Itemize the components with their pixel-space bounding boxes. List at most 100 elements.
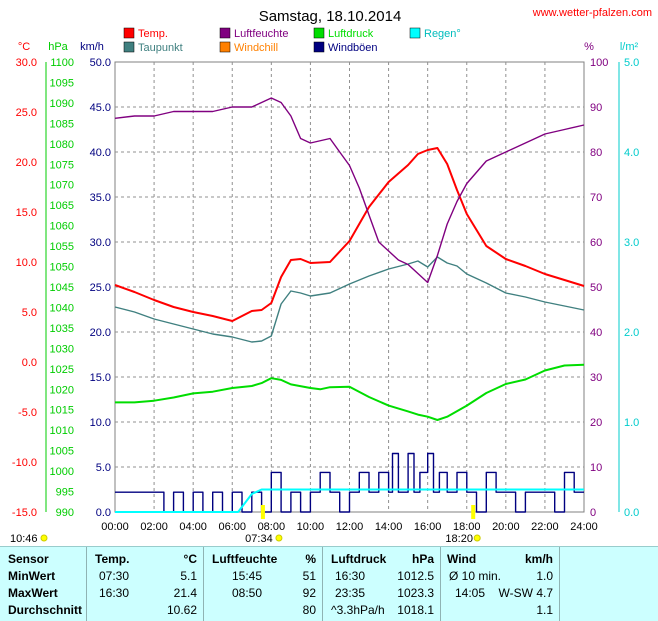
- legend-label-1: Luftfeuchte: [234, 28, 288, 40]
- stats-col-pressure: Luftdruck hPa 16:30 1012.5 23:35 1023.3 …: [323, 547, 441, 621]
- moon-icon: [40, 534, 48, 542]
- axis-1-tick-21: 995: [56, 487, 74, 499]
- press-max-value: 1023.3: [397, 586, 434, 600]
- legend-label-0: Temp.: [138, 28, 168, 40]
- axis-0-tick-0: 30.0: [16, 57, 37, 69]
- axis-2-tick-6: 20.0: [90, 327, 111, 339]
- sunset-label: 18:20: [445, 533, 473, 545]
- temp-min-time: 07:30: [99, 569, 130, 583]
- weather-chart: Samstag, 18.10.2014 www.wetter-pfalzen.c…: [10, 7, 652, 545]
- x-tick-7: 14:00: [375, 521, 403, 533]
- axis-0-tick-1: 25.0: [16, 107, 37, 119]
- row-label-avg: Durchschnitt: [8, 603, 83, 617]
- legend-swatch-0: [123, 27, 135, 39]
- axis-1-tick-10: 1050: [50, 262, 74, 274]
- series-luftfeuchte: [114, 97, 585, 284]
- sunset-icon: [473, 534, 481, 542]
- x-tick-2: 04:00: [179, 521, 207, 533]
- series-luftdruck: [115, 363, 585, 421]
- legend: Temp. Luftfeuchte Luftdruck Regen° Taupunkt W…: [123, 27, 461, 54]
- axis-1-tick-18: 1010: [50, 425, 74, 437]
- axis-3-tick-5: 50: [590, 282, 602, 294]
- hum-max-time: 08:50: [232, 586, 263, 600]
- statistics-table: Sensor MinWert MaxWert Durchschnitt Temp…: [0, 546, 658, 621]
- hum-min-time: 15:45: [232, 569, 263, 583]
- header-temp-unit: °C: [183, 552, 197, 566]
- axis-unit-3: %: [584, 41, 594, 53]
- header-wind-unit: km/h: [524, 552, 553, 566]
- axis-1-tick-4: 1080: [50, 139, 74, 151]
- x-tick-11: 22:00: [531, 521, 559, 533]
- press-max-time: 23:35: [335, 586, 366, 600]
- axis-3-tick-1: 90: [590, 102, 602, 114]
- sun-markers: 07:34 18:20 10:46: [10, 505, 481, 545]
- axis-unit-1: hPa: [48, 41, 68, 53]
- sunset-marker: [471, 505, 476, 519]
- axis-1-tick-19: 1005: [50, 446, 74, 458]
- axis-1-tick-14: 1030: [50, 343, 74, 355]
- x-tick-6: 12:00: [336, 521, 364, 533]
- temp-max-value: 21.4: [173, 586, 197, 600]
- wind-avg10-label: Ø 10 min.: [449, 569, 502, 583]
- x-tick-8: 16:00: [414, 521, 442, 533]
- axis-unit-4: l/m²: [620, 41, 639, 53]
- stats-col-temp: Temp. °C 07:30 5.1 16:30 21.4 10.62: [87, 547, 204, 621]
- axis-3-tick-10: 0: [590, 507, 596, 519]
- temp-max-time: 16:30: [99, 586, 130, 600]
- axis-4-tick-5: 0.0: [624, 507, 639, 519]
- axis-2-tick-3: 35.0: [90, 192, 111, 204]
- axis-3-tick-6: 40: [590, 327, 602, 339]
- legend-label-4: Taupunkt: [138, 42, 183, 54]
- chart-title: Samstag, 18.10.2014: [259, 8, 402, 25]
- temp-min-value: 5.1: [180, 569, 197, 583]
- axis-4-tick-3: 2.0: [624, 327, 639, 339]
- axis-2-tick-5: 25.0: [90, 282, 111, 294]
- header-temp: Temp.: [95, 552, 130, 566]
- press-min-time: 16:30: [335, 569, 366, 583]
- axis-2-tick-7: 15.0: [90, 372, 111, 384]
- series-windben: [115, 452, 584, 513]
- axis-unit-0: °C: [18, 41, 30, 53]
- x-tick-0: 00:00: [101, 521, 129, 533]
- axis-0-tick-8: -10.0: [12, 457, 37, 469]
- x-tick-12: 24:00: [570, 521, 598, 533]
- header-wind: Wind: [447, 552, 477, 566]
- axis-4-tick-4: 1.0: [624, 417, 639, 429]
- axis-2-tick-0: 50.0: [90, 57, 111, 69]
- stats-col-sensor: Sensor MinWert MaxWert Durchschnitt: [0, 547, 87, 621]
- sunrise-marker: [260, 505, 265, 519]
- axis-2-tick-10: 0.0: [96, 507, 111, 519]
- axis-1-tick-17: 1015: [50, 405, 74, 417]
- sunrise-icon: [275, 534, 283, 542]
- header-humidity-unit: %: [305, 552, 316, 566]
- row-label-max: MaxWert: [8, 586, 58, 600]
- axis-1-tick-12: 1040: [50, 302, 74, 314]
- x-tick-labels: 00:00 02:00 04:00 06:00 08:00 10:00 12:00 14:00…: [101, 521, 598, 533]
- axis-1-tick-3: 1085: [50, 118, 74, 130]
- axis-3-tick-7: 30: [590, 372, 602, 384]
- x-tick-9: 18:00: [453, 521, 481, 533]
- axis-1-tick-1: 1095: [50, 77, 74, 89]
- stats-col-humidity: Luftfeuchte % 15:45 51 08:50 92 80: [204, 547, 323, 621]
- axis-2-tick-4: 30.0: [90, 237, 111, 249]
- header-pressure-unit: hPa: [411, 552, 434, 566]
- wind-avg-value: 1.1: [536, 603, 553, 617]
- axis-1-tick-8: 1060: [50, 221, 74, 233]
- axis-3-tick-4: 60: [590, 237, 602, 249]
- wind-max-time: 14:05: [455, 586, 486, 600]
- axis-1-tick-9: 1055: [50, 241, 74, 253]
- axis-1-tick-7: 1065: [50, 200, 74, 212]
- grid: [115, 62, 584, 512]
- axis-unit-labels: °C hPa km/h% l/m²: [18, 41, 639, 53]
- legend-swatch-1: [219, 27, 231, 39]
- axis-0-tick-2: 20.0: [16, 157, 37, 169]
- wind-avg10-value: 1.0: [536, 569, 553, 583]
- moon-label: 10:46: [10, 533, 38, 545]
- source-link[interactable]: www.wetter-pfalzen.com: [532, 7, 652, 19]
- axis-1-tick-13: 1035: [50, 323, 74, 335]
- axis-4-tick-0: 5.0: [624, 57, 639, 69]
- x-tick-1: 02:00: [140, 521, 168, 533]
- axis-2-tick-9: 5.0: [96, 462, 111, 474]
- wind-max-value: W-SW 4.7: [498, 586, 553, 600]
- axis-1-tick-16: 1020: [50, 384, 74, 396]
